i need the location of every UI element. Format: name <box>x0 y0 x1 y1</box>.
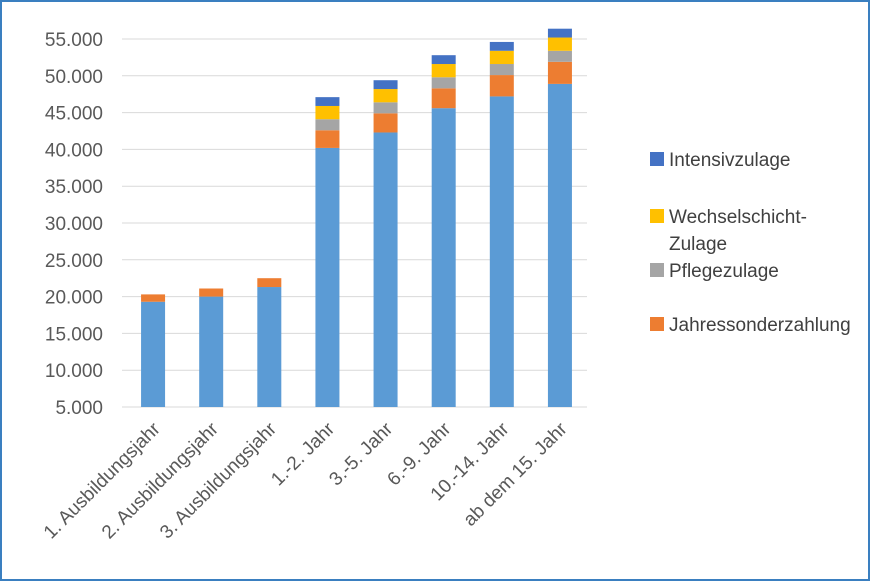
bar-segment-series-1-0 <box>141 294 166 302</box>
bar-segment-series-1-3 <box>315 130 340 148</box>
bar-segment-series-2-5 <box>431 77 456 89</box>
bar-segment-series-1-5 <box>431 88 456 109</box>
y-tick-label: 45.000 <box>45 104 103 125</box>
bar-segment-series-1-6 <box>489 75 514 97</box>
bar-segment-series-0-2 <box>257 287 282 407</box>
bar-segment-series-0-5 <box>431 108 456 408</box>
y-tick-label: 30.000 <box>45 214 103 235</box>
bar-segment-series-3-4 <box>373 89 398 103</box>
legend-swatch <box>650 152 664 166</box>
bar-segment-series-0-0 <box>141 301 166 407</box>
legend-swatch <box>650 317 664 331</box>
bar-segment-series-4-6 <box>489 41 514 51</box>
y-tick-label: 10.000 <box>45 361 103 382</box>
y-tick-label: 55.000 <box>45 30 103 51</box>
y-tick-label: 25.000 <box>45 251 103 272</box>
legend-swatch <box>650 263 664 277</box>
bar-segment-series-0-4 <box>373 132 398 408</box>
bars <box>141 28 572 408</box>
bar-segment-series-3-3 <box>315 105 340 120</box>
legend: Intensivzulage Wechselschicht- Zulage Pfleg… <box>650 150 851 336</box>
bar-segment-series-3-5 <box>431 64 456 78</box>
legend-swatch <box>650 209 664 223</box>
bar-segment-series-0-3 <box>315 147 340 408</box>
bar-segment-series-1-7 <box>547 61 572 84</box>
bar-segment-series-2-7 <box>547 50 572 62</box>
y-tick-label: 50.000 <box>45 67 103 88</box>
bar-segment-series-2-6 <box>489 64 514 76</box>
bar-segment-series-0-6 <box>489 96 514 408</box>
bar-segment-series-1-1 <box>199 288 224 297</box>
bar-segment-series-3-6 <box>489 50 514 65</box>
legend-label-line2: Zulage <box>669 234 727 255</box>
legend-label: Wechselschicht- <box>669 207 807 228</box>
bar-segment-series-2-4 <box>373 102 398 114</box>
gridlines <box>122 38 587 408</box>
bar-segment-series-1-4 <box>373 113 398 133</box>
legend-label: Intensivzulage <box>669 150 790 171</box>
bar-segment-series-4-7 <box>547 28 572 38</box>
bar-segment-series-4-5 <box>431 55 456 65</box>
bar-segment-series-3-7 <box>547 37 572 51</box>
x-tick-label: ab dem 15. Jahr <box>460 418 572 530</box>
bar-segment-series-0-1 <box>199 296 224 407</box>
bar-segment-series-0-7 <box>547 83 572 408</box>
y-tick-label: 5.000 <box>55 398 103 419</box>
y-tick-label: 35.000 <box>45 177 103 198</box>
y-axis-ticks: 5.000 10.000 15.000 20.000 25.000 30.000 35.00… <box>45 30 103 419</box>
bar-segment-series-4-4 <box>373 80 398 90</box>
y-tick-label: 20.000 <box>45 288 103 309</box>
bar-segment-series-4-3 <box>315 97 340 106</box>
y-tick-label: 15.000 <box>45 324 103 345</box>
bar-segment-series-1-2 <box>257 278 282 288</box>
y-tick-label: 40.000 <box>45 140 103 161</box>
legend-label: Jahressonderzahlung <box>669 315 851 336</box>
legend-label: Pflegezulage <box>669 261 779 282</box>
bar-segment-series-2-3 <box>315 119 340 131</box>
